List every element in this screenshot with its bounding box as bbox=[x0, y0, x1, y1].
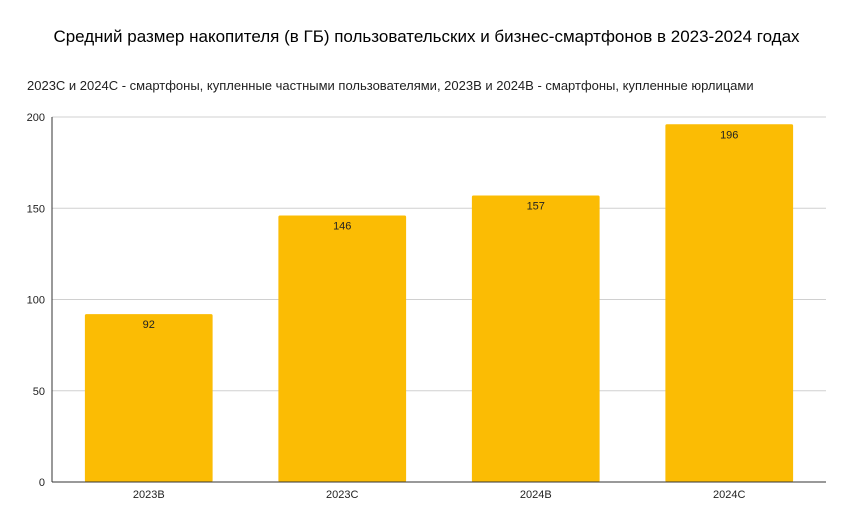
data-label: 92 bbox=[143, 319, 155, 331]
y-tick-label: 200 bbox=[27, 112, 45, 124]
data-label: 146 bbox=[333, 221, 351, 233]
bar bbox=[84, 314, 213, 482]
y-tick-label: 150 bbox=[27, 203, 45, 215]
chart-subtitle: 2023С и 2024С - смартфоны, купленные час… bbox=[27, 78, 754, 93]
x-tick-label: 2024C bbox=[713, 489, 745, 501]
y-tick-label: 50 bbox=[33, 386, 45, 398]
data-label: 196 bbox=[720, 129, 738, 141]
chart-title: Средний размер накопителя (в ГБ) пользов… bbox=[0, 26, 853, 47]
chart-title-text: Средний размер накопителя (в ГБ) пользов… bbox=[53, 27, 800, 46]
bar bbox=[278, 215, 407, 483]
bar bbox=[471, 195, 600, 482]
x-tick-label: 2024B bbox=[520, 489, 552, 501]
data-label: 157 bbox=[527, 200, 545, 212]
x-tick-label: 2023C bbox=[326, 489, 358, 501]
y-tick-label: 0 bbox=[39, 477, 45, 489]
x-tick-label: 2023B bbox=[133, 489, 165, 501]
bar bbox=[665, 124, 794, 483]
y-tick-label: 100 bbox=[27, 295, 45, 307]
